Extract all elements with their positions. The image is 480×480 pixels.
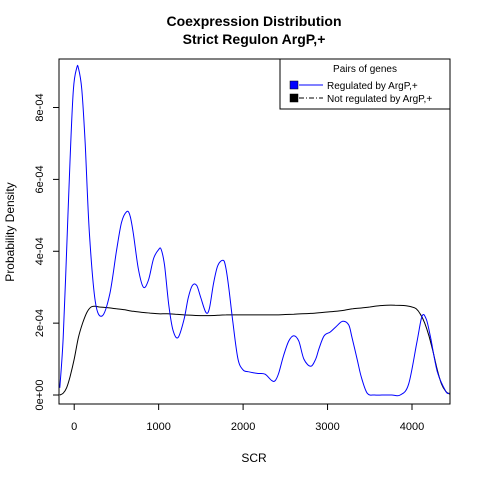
legend-box [279, 58, 451, 110]
y-tick-label: 6e-04 [34, 165, 46, 193]
legend-swatch-not-regulated [289, 93, 299, 103]
y-axis: 0e+00 2e-04 4e-04 6e-04 8e-04 [34, 93, 59, 410]
y-tick-label: 0e+00 [34, 380, 46, 411]
legend-swatch-regulated [289, 80, 299, 90]
chart-title: Coexpression Distribution [166, 13, 341, 29]
legend-label-not-regulated: Not regulated by ArgP,+ [327, 94, 432, 105]
y-tick-label: 8e-04 [34, 93, 46, 121]
x-tick-label: 4000 [400, 421, 424, 433]
legend-title: Pairs of genes [333, 64, 397, 75]
x-tick-label: 2000 [231, 421, 255, 433]
x-tick-label: 3000 [315, 421, 339, 433]
plot-lines [59, 64, 450, 397]
chart-subtitle: Strict Regulon ArgP,+ [183, 31, 326, 47]
series-line-not-regulated [59, 304, 450, 396]
x-tick-label: 1000 [146, 421, 170, 433]
y-tick-label: 2e-04 [34, 309, 46, 337]
y-tick-label: 4e-04 [34, 237, 46, 265]
plot-frame [58, 58, 451, 405]
legend: Pairs of genes Regulated by ArgP,+ Not r… [279, 58, 451, 110]
legend-label-regulated: Regulated by ArgP,+ [327, 81, 418, 92]
x-tick-label: 0 [71, 421, 77, 433]
y-axis-label: Probability Density [3, 182, 17, 281]
x-axis: 0 1000 2000 3000 4000 [71, 404, 424, 433]
series-line-regulated [59, 64, 450, 397]
x-axis-label: SCR [241, 451, 267, 465]
